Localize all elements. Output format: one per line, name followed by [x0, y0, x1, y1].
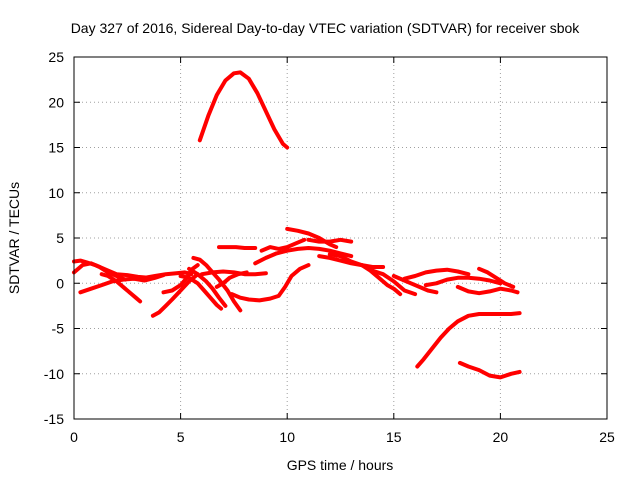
y-tick-label: 10 [48, 185, 64, 201]
series-line-arc-25 [423, 275, 503, 288]
series-line-arc-14 [217, 245, 258, 250]
series-line-arc-22 [359, 263, 403, 297]
x-tick-label: 25 [599, 429, 615, 445]
y-tick-label: 20 [48, 94, 64, 110]
x-tick-label: 20 [493, 429, 509, 445]
series-line-arc-6 [131, 270, 194, 281]
x-axis-label: GPS time / hours [287, 457, 394, 473]
series-line-arc-23 [391, 274, 439, 295]
series-line-arc-15 [229, 263, 311, 303]
series-line-arc-3 [72, 261, 128, 282]
series-line-arc-16 [253, 246, 354, 266]
y-tick-label: 0 [56, 275, 64, 291]
y-tick-label: 25 [48, 49, 64, 65]
series-line-arc-24 [402, 267, 471, 281]
tick-labels: 0 5 10 15 20 25 -15 -10 -5 0 5 10 15 20 25 [44, 49, 615, 445]
x-tick-label: 10 [279, 429, 295, 445]
x-tick-label: 15 [386, 429, 402, 445]
series-line-arc-7 [150, 272, 200, 318]
y-tick-label: 5 [56, 230, 64, 246]
ticks [73, 56, 608, 420]
series-line-arc-17 [259, 237, 307, 253]
x-tick-label: 5 [177, 429, 185, 445]
series-line-arc-13 [214, 270, 249, 289]
chart-title: Day 327 of 2016, Sidereal Day-to-day VTE… [71, 20, 581, 36]
series-line-arc-27 [477, 266, 516, 289]
series-line-arc-12 [199, 269, 268, 277]
series-line-arc-5 [99, 272, 143, 304]
y-tick-label: -10 [44, 366, 64, 382]
series-line-arc-1 [197, 70, 290, 150]
x-tick-label: 0 [70, 429, 78, 445]
series-line-arc-10 [187, 266, 228, 308]
y-tick-label: -15 [44, 411, 64, 427]
y-axis-label: SDTVAR / TECUs [6, 182, 22, 294]
series-line-arc-9 [178, 274, 224, 311]
y-tick-label: -5 [52, 321, 65, 337]
series-line-arc-28 [415, 311, 522, 369]
series-line-arc-4 [78, 273, 166, 295]
series-line-arc-19 [306, 237, 354, 244]
series-line-arc-26 [455, 284, 520, 296]
series-line-arc-18 [285, 226, 339, 250]
series-line-arc-11 [191, 255, 243, 313]
series-layer [72, 70, 522, 380]
series-line-arc-29 [457, 360, 522, 380]
y-tick-label: 15 [48, 140, 64, 156]
